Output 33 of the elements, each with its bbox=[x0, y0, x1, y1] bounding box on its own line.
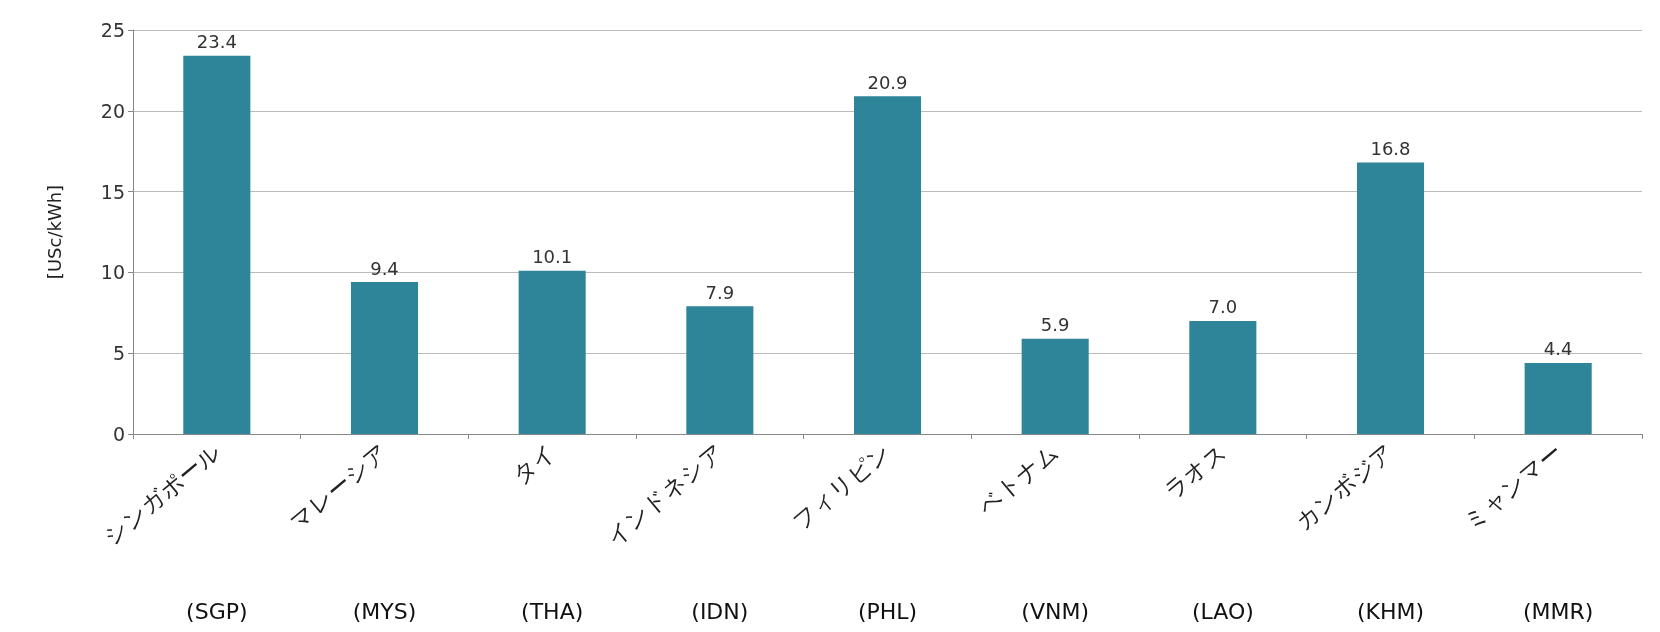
bar bbox=[350, 282, 419, 434]
category-label: ラオス (LAO) bbox=[1159, 438, 1254, 624]
data-label: 16.8 bbox=[1370, 138, 1411, 160]
data-label: 7.9 bbox=[705, 281, 735, 303]
data-label: 5.9 bbox=[1040, 314, 1070, 336]
data-label: 4.4 bbox=[1543, 338, 1573, 360]
y-tick-label: 5 bbox=[112, 342, 125, 365]
bar bbox=[1356, 162, 1425, 434]
y-tick-label: 20 bbox=[100, 99, 125, 122]
y-tick-label: 25 bbox=[100, 19, 125, 41]
data-label: 10.1 bbox=[532, 246, 573, 268]
bar bbox=[1524, 362, 1592, 434]
bar bbox=[1189, 320, 1257, 434]
bar bbox=[853, 96, 922, 434]
data-label: 23.4 bbox=[196, 31, 237, 53]
category-label: マレーシア (MYS) bbox=[285, 438, 417, 624]
bar bbox=[518, 270, 586, 434]
data-label: 9.4 bbox=[370, 257, 399, 279]
data-label: 7.0 bbox=[1208, 296, 1238, 318]
y-tick-label: 10 bbox=[100, 261, 125, 284]
category-label: インドネシア (IDN) bbox=[601, 438, 749, 624]
data-label: 20.9 bbox=[867, 71, 908, 93]
bar bbox=[686, 306, 754, 434]
bar bbox=[183, 55, 251, 434]
category-label: タイ (THA) bbox=[507, 438, 584, 624]
category-label: フィリピン (PHL) bbox=[787, 438, 918, 624]
category-label: ベトナム (VNM) bbox=[973, 438, 1089, 624]
y-axis-title: [USc/kWh] bbox=[43, 184, 65, 280]
bar bbox=[1021, 338, 1089, 434]
category-label: ミャンマー (MMR) bbox=[1458, 438, 1594, 624]
y-tick-label: 0 bbox=[112, 423, 125, 445]
category-label: カンボジア (KHM) bbox=[1290, 438, 1425, 624]
y-tick-label: 15 bbox=[100, 180, 125, 203]
